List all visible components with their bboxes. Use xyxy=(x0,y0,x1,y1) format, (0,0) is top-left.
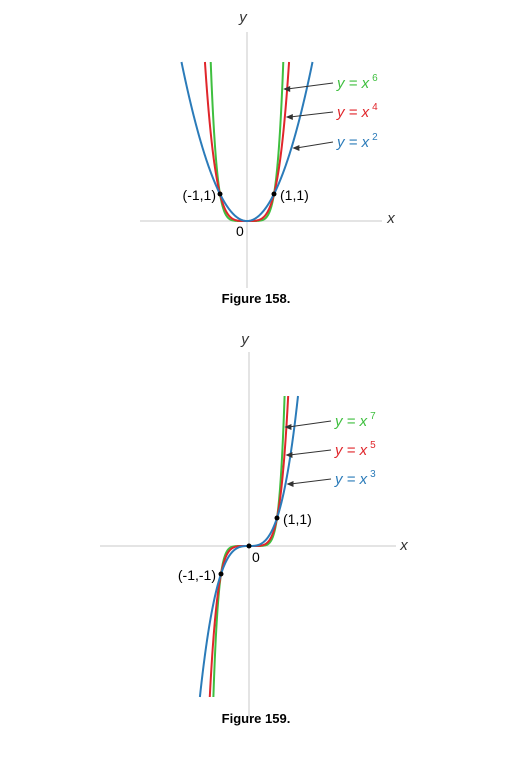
series-label-exponent: 4 xyxy=(372,102,378,113)
origin-label: 0 xyxy=(236,223,244,239)
x-axis-label: x xyxy=(399,537,408,554)
leader-line-0 xyxy=(288,420,332,428)
series-label-text: y = x xyxy=(336,75,370,92)
series-label-exponent: 3 xyxy=(370,469,376,480)
leader-line-1 xyxy=(289,111,334,118)
point-label: (-1,1) xyxy=(183,187,216,203)
data-point xyxy=(271,191,277,197)
leader-arrow-0 xyxy=(284,424,292,430)
leader-line-2 xyxy=(296,141,334,149)
y-axis-label: y xyxy=(238,9,248,26)
origin-label: 0 xyxy=(252,549,260,565)
series-label-exponent: 6 xyxy=(372,73,378,84)
series-label-text: y = x xyxy=(334,471,368,488)
series-label-exponent: 2 xyxy=(372,132,378,143)
leader-line-2 xyxy=(290,478,332,485)
series-line-y-eq-x2 xyxy=(180,61,314,223)
leader-arrow-1 xyxy=(285,452,293,458)
point-label: (1,1) xyxy=(283,511,312,527)
series-label-exponent: 7 xyxy=(370,411,376,422)
series-label-text: y = x xyxy=(334,413,368,430)
data-point xyxy=(218,571,224,577)
leader-line-1 xyxy=(289,449,332,456)
series-label-text: y = x xyxy=(334,442,368,459)
series-label-text: y = x xyxy=(336,134,370,151)
leader-arrow-0 xyxy=(283,86,291,92)
data-point xyxy=(246,543,252,549)
leader-arrow-1 xyxy=(285,114,293,120)
series-label-text: y = x xyxy=(336,104,370,121)
series-label-exponent: 5 xyxy=(370,440,376,451)
leader-arrow-2 xyxy=(286,481,294,487)
data-point xyxy=(274,515,280,521)
figure-caption: Figure 158. xyxy=(222,291,291,306)
leader-arrow-2 xyxy=(292,145,300,151)
point-label: (1,1) xyxy=(280,187,309,203)
point-label: (-1,-1) xyxy=(178,567,216,583)
y-axis-label: y xyxy=(240,331,250,348)
x-axis-label: x xyxy=(386,210,395,227)
leader-line-0 xyxy=(287,82,334,90)
figure-caption: Figure 159. xyxy=(222,711,291,726)
data-point xyxy=(217,191,223,197)
